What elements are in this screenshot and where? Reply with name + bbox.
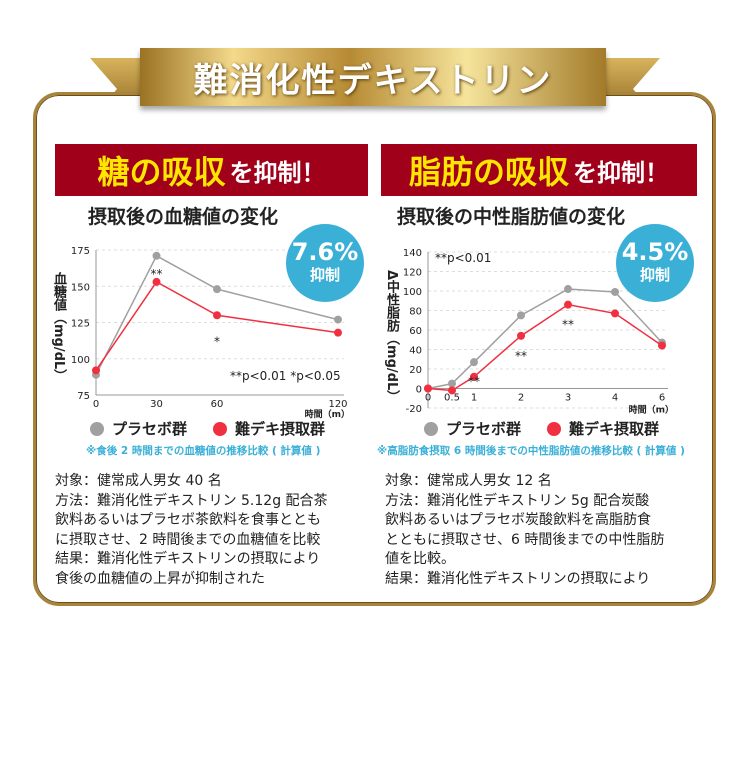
- data-point: [213, 311, 221, 320]
- legend-treatment: 難デキ摂取群: [547, 418, 659, 439]
- y-tick-label: 0: [416, 385, 422, 396]
- series-line: [427, 303, 663, 392]
- page-title: 難消化性デキストリン: [193, 60, 553, 101]
- banner-left: 糖の吸収 を抑制！: [55, 144, 368, 196]
- significance-mark: **: [151, 267, 163, 281]
- y-tick-label: 120: [403, 268, 422, 279]
- title-ribbon: 難消化性デキストリン: [140, 48, 606, 106]
- chart-title-left: 摂取後の血糖値の変化: [88, 206, 279, 228]
- y-tick-label: 80: [409, 307, 422, 318]
- badge-label: 抑制: [309, 266, 340, 284]
- x-tick-label: 0: [425, 393, 431, 404]
- y-axis-label: 血糖値（mg/dL）: [51, 272, 66, 383]
- x-tick-label: 0.5: [444, 393, 460, 404]
- significance-mark: **: [562, 318, 574, 332]
- suppression-badge: ※ 7.6% 抑制: [286, 218, 364, 302]
- data-point: [611, 309, 619, 318]
- data-point: [470, 372, 478, 381]
- chart-note: ※高脂肪食摂取 6 時間後までの中性脂肪値の推移比較 ( 計算値 ): [377, 445, 685, 457]
- x-tick-label: 30: [150, 399, 163, 410]
- data-point: [517, 311, 525, 320]
- data-point: [448, 386, 456, 395]
- y-tick-label: 75: [77, 391, 90, 402]
- badge-percent: 4.5%: [621, 238, 689, 266]
- badge-percent: 7.6%: [291, 238, 359, 266]
- significance-mark: **: [468, 375, 480, 389]
- data-point: [564, 285, 572, 294]
- banner-highlight: 糖の吸収: [97, 153, 226, 191]
- badge-mark: ※: [352, 218, 362, 229]
- study-description-right: 対象：健常成人男女 12 名方法：難消化性デキストリン 5g 配合炭酸 飲料あるい…: [385, 473, 665, 587]
- legend: プラセボ群 難デキ摂取群: [424, 418, 659, 439]
- x-tick-label: 4: [612, 393, 618, 404]
- data-point: [424, 384, 432, 393]
- legend-placebo: プラセボ群: [90, 418, 187, 439]
- significance-mark: **: [515, 349, 527, 363]
- significance-legend: **p<0.01: [435, 251, 491, 265]
- y-tick-label: -20: [406, 404, 422, 415]
- significance-legend: **p<0.01 *p<0.05: [230, 369, 341, 383]
- x-tick-label: 60: [211, 399, 224, 410]
- data-point: [152, 251, 161, 260]
- series-line: [95, 280, 339, 371]
- study-description-left: 対象：健常成人男女 40 名方法：難消化性デキストリン 5.12g 配合茶 飲料あ…: [55, 473, 328, 587]
- chart-note: ※食後 2 時間までの血糖値の推移比較 ( 計算値 ): [86, 445, 321, 457]
- significance-mark: *: [214, 334, 220, 348]
- data-point: [564, 300, 572, 309]
- y-tick-label: 100: [403, 287, 422, 298]
- x-tick-label: 120: [328, 399, 347, 410]
- y-tick-label: 175: [71, 246, 90, 257]
- y-tick-label: 60: [409, 326, 422, 337]
- x-tick-label: 1: [471, 393, 477, 404]
- legend: プラセボ群 難デキ摂取群: [90, 418, 325, 439]
- badge-mark: ※: [682, 218, 692, 229]
- data-point: [470, 358, 478, 367]
- series-line: [427, 288, 663, 390]
- data-point: [334, 315, 342, 324]
- banner-rest: を抑制！: [229, 158, 326, 187]
- x-tick-label: 0: [93, 399, 99, 410]
- y-tick-label: 100: [71, 355, 90, 366]
- suppression-badge: ※ 4.5% 抑制: [616, 218, 694, 302]
- data-point: [213, 285, 221, 294]
- badge-label: 抑制: [639, 266, 670, 284]
- y-tick-label: 125: [71, 319, 90, 330]
- banner-highlight: 脂肪の吸収: [408, 153, 569, 191]
- y-axis-label: Δ中性脂肪（mg/dL）: [384, 270, 399, 404]
- data-point: [334, 328, 342, 337]
- y-tick-label: 40: [409, 346, 422, 357]
- y-tick-label: 150: [71, 282, 90, 293]
- data-point: [92, 366, 100, 375]
- data-point: [517, 331, 525, 340]
- banner-right: 脂肪の吸収 を抑制！: [381, 144, 697, 196]
- x-axis-label: 時間（m）: [629, 404, 674, 416]
- y-tick-label: 140: [403, 248, 422, 259]
- x-tick-label: 6: [659, 393, 665, 404]
- legend-treatment: 難デキ摂取群: [213, 418, 325, 439]
- y-tick-label: 20: [409, 365, 422, 376]
- legend-placebo: プラセボ群: [424, 418, 521, 439]
- x-tick-label: 2: [518, 393, 524, 404]
- x-tick-label: 3: [565, 393, 571, 404]
- chart-title-right: 摂取後の中性脂肪値の変化: [397, 206, 626, 228]
- data-point: [611, 287, 619, 296]
- banner-rest: を抑制！: [573, 158, 669, 187]
- series-line: [95, 254, 339, 376]
- data-point: [152, 277, 161, 286]
- data-point: [448, 379, 456, 388]
- data-point: [658, 341, 666, 350]
- x-axis-label: 時間（m）: [305, 408, 350, 420]
